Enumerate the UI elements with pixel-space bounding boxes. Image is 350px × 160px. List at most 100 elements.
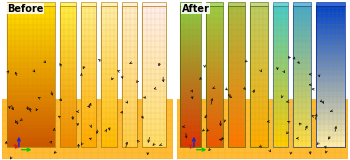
Bar	[206, 66, 223, 69]
Bar	[206, 24, 223, 27]
Bar	[228, 139, 245, 142]
Bar	[273, 2, 288, 6]
Bar	[316, 55, 345, 57]
Bar	[101, 111, 117, 114]
Bar	[228, 5, 245, 8]
Bar	[206, 120, 223, 123]
Bar	[180, 102, 201, 104]
Bar	[316, 80, 345, 83]
Bar	[80, 83, 96, 85]
Bar	[273, 71, 288, 74]
Bar	[60, 6, 76, 147]
Bar	[101, 52, 117, 55]
Bar	[122, 85, 137, 88]
Bar	[80, 2, 96, 6]
Bar	[316, 66, 345, 69]
Bar	[293, 33, 310, 36]
Bar	[206, 36, 223, 38]
Bar	[316, 26, 345, 29]
Bar	[101, 120, 117, 123]
Bar	[273, 78, 288, 81]
Bar	[228, 48, 245, 50]
Bar	[273, 137, 288, 140]
Bar	[206, 80, 223, 83]
Bar	[316, 95, 345, 97]
Bar	[101, 137, 117, 140]
Bar	[251, 57, 268, 60]
Bar	[122, 40, 137, 43]
Bar	[60, 43, 76, 45]
Bar	[180, 125, 201, 128]
Bar	[142, 19, 166, 22]
Bar	[122, 123, 137, 125]
Bar	[60, 90, 76, 92]
Bar	[7, 90, 55, 92]
Bar	[60, 139, 76, 142]
Bar	[122, 31, 137, 34]
Bar	[122, 125, 137, 128]
Bar	[228, 106, 245, 109]
Bar	[60, 73, 76, 76]
Bar	[180, 17, 201, 20]
Bar	[316, 71, 345, 74]
Bar	[122, 95, 137, 97]
Bar	[293, 57, 310, 60]
Bar	[206, 12, 223, 15]
Bar	[7, 78, 55, 81]
Bar	[228, 64, 245, 67]
Bar	[316, 123, 345, 125]
Bar	[273, 141, 288, 144]
Bar	[80, 22, 96, 24]
Bar	[273, 97, 288, 100]
Bar	[122, 48, 137, 50]
Bar	[180, 15, 201, 17]
Bar	[180, 116, 201, 118]
Bar	[7, 64, 55, 67]
Bar	[80, 113, 96, 116]
Bar	[60, 120, 76, 123]
Bar	[273, 10, 288, 13]
Bar	[206, 69, 223, 71]
Bar	[7, 132, 55, 135]
Bar	[316, 19, 345, 22]
Bar	[180, 104, 201, 107]
Bar	[122, 111, 137, 114]
Bar	[80, 76, 96, 78]
Bar	[228, 113, 245, 116]
Bar	[122, 139, 137, 142]
Bar	[293, 104, 310, 107]
Bar	[273, 38, 288, 41]
Bar	[228, 73, 245, 76]
Bar	[122, 127, 137, 130]
Bar	[251, 120, 268, 123]
Bar	[122, 134, 137, 137]
Bar	[206, 104, 223, 107]
Bar	[228, 6, 245, 147]
Bar	[60, 64, 76, 67]
Bar	[101, 125, 117, 128]
Bar	[142, 134, 166, 137]
Bar	[122, 45, 137, 48]
Bar	[228, 52, 245, 55]
Bar	[101, 71, 117, 74]
Bar	[316, 36, 345, 38]
Bar	[142, 113, 166, 116]
Bar	[80, 43, 96, 45]
Bar	[180, 118, 201, 121]
Bar	[142, 52, 166, 55]
Bar	[101, 116, 117, 118]
Bar	[142, 139, 166, 142]
Bar	[251, 130, 268, 132]
Bar	[101, 99, 117, 102]
Bar	[7, 8, 55, 10]
Bar	[180, 90, 201, 92]
Bar	[180, 57, 201, 60]
Bar	[60, 57, 76, 60]
Bar	[180, 106, 201, 109]
Bar	[316, 144, 345, 147]
Bar	[228, 19, 245, 22]
Bar	[251, 64, 268, 67]
Bar	[273, 59, 288, 62]
Bar	[316, 127, 345, 130]
Bar	[122, 141, 137, 144]
